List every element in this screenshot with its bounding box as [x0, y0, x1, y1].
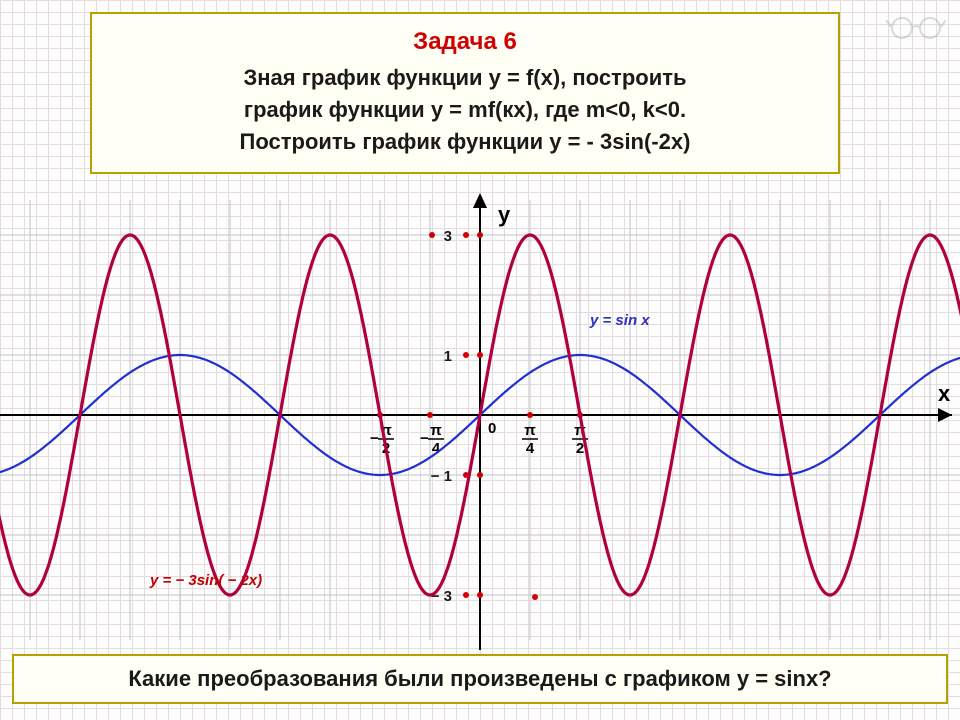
title-line-2: график функции y = mf(кx), где m<0, k<0. — [106, 94, 824, 126]
svg-text:π: π — [430, 422, 442, 439]
title-line-1: Зная график функции y = f(x), построить — [106, 62, 824, 94]
svg-text:−: − — [420, 430, 429, 447]
question-text: Какие преобразования были произведены с … — [128, 666, 831, 691]
svg-text:π: π — [524, 422, 536, 439]
title-panel: Задача 6 Зная график функции y = f(x), п… — [90, 12, 840, 174]
question-panel: Какие преобразования были произведены с … — [12, 654, 948, 704]
title-line-3: Построить график функции y = - 3sin(-2x) — [106, 126, 824, 158]
svg-text:x: x — [938, 381, 951, 406]
svg-text:2: 2 — [576, 440, 584, 457]
svg-text:− 1: − 1 — [431, 468, 452, 485]
svg-text:1: 1 — [444, 348, 452, 365]
svg-text:y = sin x: y = sin x — [589, 312, 650, 329]
svg-text:0: 0 — [488, 420, 496, 437]
svg-text:− 3: − 3 — [431, 588, 452, 605]
svg-text:y = − 3sin( − 2x): y = − 3sin( − 2x) — [149, 572, 262, 589]
title-heading: Задача 6 — [106, 28, 824, 56]
svg-text:3: 3 — [444, 228, 452, 245]
svg-text:4: 4 — [526, 440, 535, 457]
svg-text:y: y — [498, 202, 511, 227]
svg-text:−: − — [370, 430, 379, 447]
